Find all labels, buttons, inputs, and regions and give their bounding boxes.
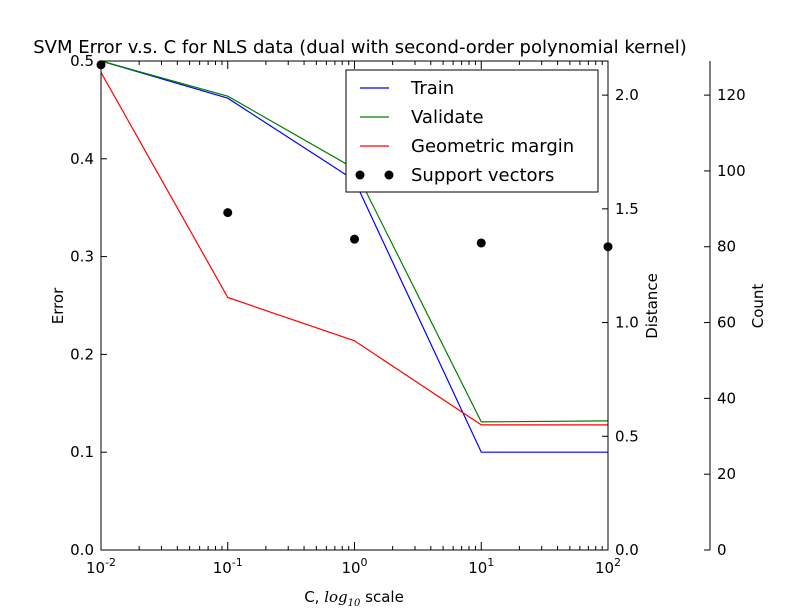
error-tick-label: 0.4 [70,150,94,168]
x-axis: 10-2 10-1 100 101 102 [86,61,621,577]
distance-tick-label: 2.0 [615,86,639,104]
x-axis-label-log: log [324,588,347,606]
x-tick-label: 102 [595,556,621,577]
distance-tick-label: 0.5 [615,427,639,445]
legend-items: Train Validate Geometric margin Support vec… [355,78,574,186]
geometric-margin-line [100,72,608,426]
error-tick-label: 0.0 [70,541,94,559]
legend-marker-support-vectors [355,170,365,180]
count-tick-label: 60 [717,314,736,332]
distance-tick-label: 1.0 [615,314,639,332]
count-axis-label: Count [749,284,767,329]
support-vectors-point [223,208,233,218]
x-axis-label-prefix: C, [304,588,324,606]
y-axis-distance: 0.0 0.5 1.0 1.5 2.0 [602,86,639,559]
x-axis-label-suffix: scale [360,588,403,606]
support-vectors-point [476,238,486,248]
y-axis-error: 0.0 0.1 0.2 0.3 0.4 0.5 [70,52,107,559]
count-tick-label: 40 [717,389,736,407]
legend-item-geometric-margin: Geometric margin [360,136,574,157]
legend-item-validate: Validate [360,107,484,128]
error-tick-label: 0.3 [70,248,94,266]
legend-item-support-vectors: Support vectors [355,165,554,186]
x-tick-label: 10-1 [213,556,243,577]
error-tick-label: 0.5 [70,52,94,70]
count-tick-label: 100 [717,162,746,180]
error-tick-label: 0.2 [70,345,94,363]
x-tick-label: 10-2 [86,556,116,577]
count-tick-label: 0 [717,541,727,559]
legend-label-geometric-margin: Geometric margin [411,136,574,157]
legend-label-support-vectors: Support vectors [411,165,554,186]
chart-title: SVM Error v.s. C for NLS data (dual with… [33,37,687,58]
x-axis-label: C, log10 scale [304,588,404,609]
count-tick-label: 80 [717,238,736,256]
legend-label-train: Train [410,78,454,99]
distance-tick-label: 0.0 [615,541,639,559]
legend-marker-support-vectors [384,170,394,180]
x-tick-label: 100 [341,556,367,577]
error-tick-label: 0.1 [70,443,94,461]
x-tick-label: 101 [468,556,494,577]
count-tick-label: 20 [717,465,736,483]
error-axis-label: Error [49,287,67,324]
distance-axis-label: Distance [643,273,661,339]
support-vectors-point [350,234,359,244]
count-tick-label: 120 [717,86,746,104]
legend-item-train: Train [360,78,454,99]
y-axis-count: 0 20 40 60 80 100 120 [704,61,746,559]
legend: Train Validate Geometric margin Support vec… [345,69,599,193]
legend-label-validate: Validate [411,107,484,128]
distance-tick-label: 1.5 [615,200,639,218]
x-axis-label-log-sub: 10 [348,598,361,609]
